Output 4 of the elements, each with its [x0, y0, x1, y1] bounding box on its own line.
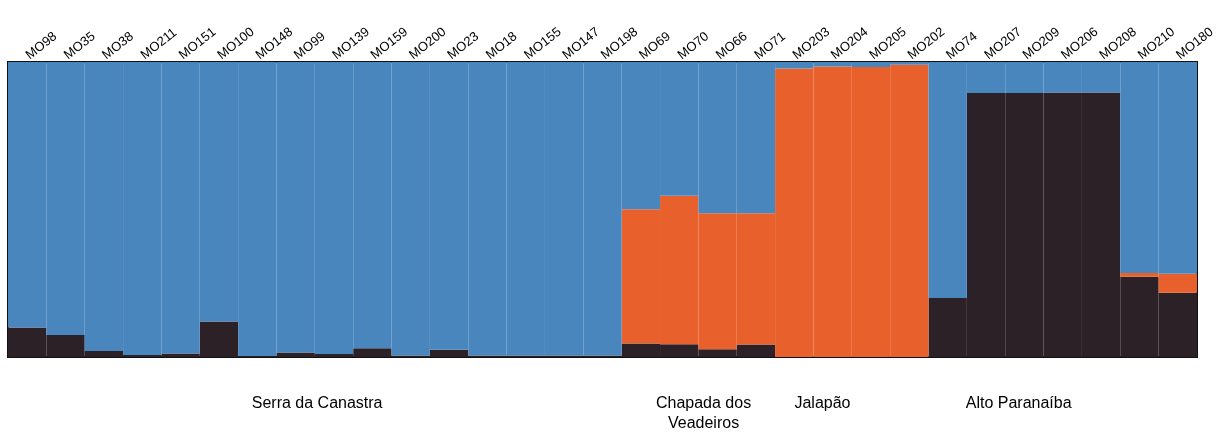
text: Jalapão [794, 394, 851, 411]
text: Alto Paranaíba [965, 394, 1072, 411]
text: Chapada dos Veadeiros [655, 394, 752, 431]
text: Serra da Canastra [251, 394, 383, 411]
